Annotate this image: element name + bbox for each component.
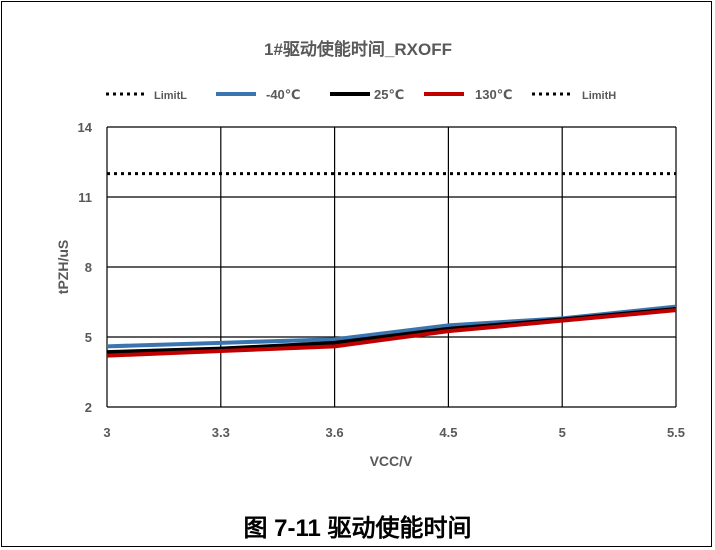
grid: [106, 126, 677, 408]
legend-label-LimitH: LimitH: [582, 90, 616, 102]
y-tick-label: 2: [85, 400, 92, 415]
y-tick-label: 5: [85, 330, 92, 345]
y-tick-label: 8: [85, 260, 92, 275]
legend-label--40℃: -40℃: [266, 87, 301, 102]
series-layer: [106, 172, 677, 358]
x-tick-label: 4.5: [439, 425, 457, 440]
y-tick-label: 11: [78, 190, 92, 205]
y-tick-label: 14: [78, 120, 93, 135]
figure-caption: 图 7-11 驱动使能时间: [243, 515, 472, 542]
chart: 1#驱动使能时间_RXOFF LimitL -40℃ 25℃ 130℃ LimitH 3…: [55, 39, 685, 469]
legend: LimitL -40℃ 25℃ 130℃ LimitH: [106, 87, 616, 102]
chart-title: 1#驱动使能时间_RXOFF: [264, 39, 452, 59]
y-tick-labels: 14 11 8 5 2: [78, 120, 93, 415]
y-axis-label: tPZH/uS: [55, 240, 71, 294]
legend-label-LimitL: LimitL: [154, 90, 187, 102]
x-tick-label: 3.3: [212, 425, 230, 440]
x-tick-label: 3.6: [326, 425, 344, 440]
x-axis-label: VCC/V: [370, 453, 413, 469]
x-tick-labels: 3 3.3 3.6 4.5 5 5.5: [103, 425, 685, 440]
x-tick-label: 5: [559, 425, 566, 440]
x-tick-label: 5.5: [667, 425, 685, 440]
legend-label-130℃: 130℃: [475, 87, 512, 102]
legend-label-25℃: 25℃: [374, 87, 404, 102]
series-line-130℃: [106, 308, 677, 358]
x-tick-label: 3: [103, 425, 110, 440]
